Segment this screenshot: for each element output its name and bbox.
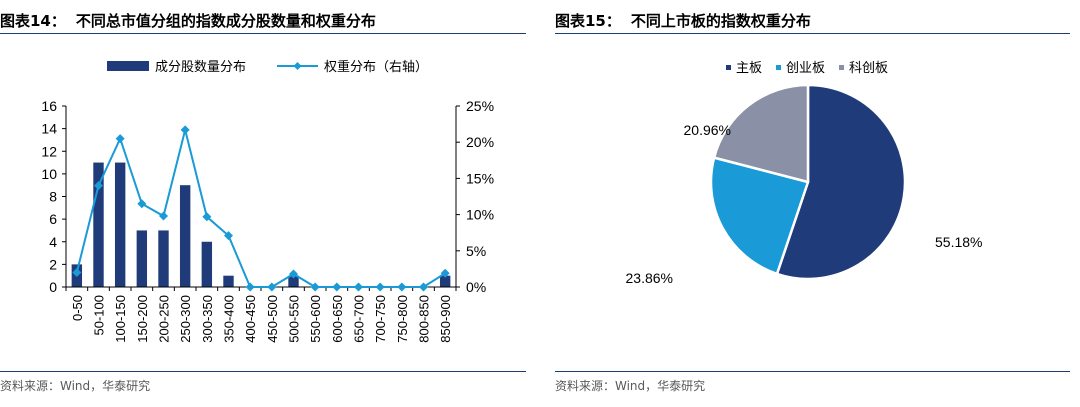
figure-number: 图表15： (555, 12, 621, 30)
legend-label-bar: 成分股数量分布 (155, 59, 246, 74)
y2-tick-label: 15% (466, 170, 494, 186)
x-tick-label: 250-300 (178, 295, 193, 343)
legend-swatch (839, 65, 844, 70)
y-tick-label: 2 (49, 256, 57, 272)
figure-title-text: 不同上市板的指数权重分布 (630, 12, 811, 30)
source-rule (555, 371, 1070, 372)
y-tick-label: 10 (41, 166, 57, 182)
slice-label: 55.18% (935, 234, 982, 250)
line-point (354, 282, 363, 292)
bar (179, 185, 191, 287)
legend-swatch (726, 65, 731, 70)
weight-line (75, 129, 446, 288)
x-tick-label: 700-750 (373, 295, 388, 343)
figure-title: 图表15： 不同上市板的指数权重分布 (555, 10, 811, 31)
line-point (332, 282, 342, 292)
pie-legend: 主板 创业板 科创板 (726, 60, 888, 75)
x-tick-label: 450-500 (265, 295, 280, 343)
line-point (397, 282, 407, 292)
line-point (440, 268, 450, 278)
line-point (289, 269, 298, 279)
figure-title-text: 不同总市值分组的指数成分股数量和权重分布 (75, 12, 376, 30)
source-rule (0, 371, 526, 372)
bar (223, 275, 234, 287)
y2-tick-label: 0% (466, 279, 486, 295)
legend-label: 主板 (736, 60, 762, 75)
legend-label: 科创板 (849, 60, 888, 75)
bar (93, 162, 104, 287)
y2-tick-label: 20% (466, 134, 494, 150)
x-tick-label: 500-550 (287, 295, 302, 343)
line-point (137, 199, 147, 209)
y-tick-label: 4 (49, 234, 57, 250)
chart-legend: 成分股数量分布 权重分布（右轴） (107, 59, 428, 74)
legend-label: 创业板 (786, 60, 825, 75)
pie-slice (709, 156, 810, 276)
source-note: 资料来源：Wind，华泰研究 (0, 379, 151, 393)
x-tick-label: 150-200 (135, 295, 150, 343)
x-tick-label: 400-450 (243, 295, 258, 343)
line-point (310, 282, 320, 292)
bar (201, 241, 213, 287)
x-tick-label: 650-700 (352, 295, 367, 343)
x-tick-label: 800-850 (417, 295, 432, 343)
bar (136, 230, 148, 287)
line-point (115, 134, 125, 144)
legend-label-line: 权重分布（右轴） (324, 59, 428, 74)
line-point (159, 211, 168, 221)
figure-15: 图表15： 不同上市板的指数权重分布 主板 创业板 科创板 55.18% 23.86% 20… (555, 0, 1080, 407)
y-tick-label: 14 (41, 121, 57, 137)
title-rule (0, 33, 526, 34)
x-tick-label: 50-100 (92, 295, 107, 335)
line-point (180, 125, 190, 135)
x-tick-label: 100-150 (113, 295, 128, 343)
y-tick-label: 12 (41, 143, 57, 159)
figure-number: 图表14： (0, 12, 66, 30)
x-tick-label: 200-250 (157, 295, 172, 343)
x-tick-label: 750-800 (395, 295, 410, 343)
bar (439, 275, 451, 287)
title-rule (555, 33, 1070, 34)
line-point (245, 282, 255, 292)
y2-tick-label: 25% (466, 98, 494, 114)
line-point (419, 282, 428, 292)
line-point (267, 282, 277, 292)
bar (158, 230, 169, 287)
y-tick-label: 0 (49, 279, 57, 295)
x-tick-label: 350-400 (222, 295, 237, 343)
legend-marker (293, 62, 302, 70)
line-point (375, 282, 385, 292)
pie-chart: 主板 创业板 科创板 55.18% 23.86% 20.96% (626, 60, 983, 286)
slice-label: 20.96% (684, 122, 731, 138)
x-tick-label: 600-650 (330, 295, 345, 343)
y2-tick-label: 5% (466, 243, 486, 259)
line-point (94, 181, 103, 191)
figure-title: 图表14： 不同总市值分组的指数成分股数量和权重分布 (0, 10, 376, 31)
x-tick-label: 300-350 (200, 295, 215, 343)
slice-label: 23.86% (626, 270, 673, 286)
bar (114, 162, 126, 287)
figure-14: 图表14： 不同总市值分组的指数成分股数量和权重分布 成分股数量分布 权重分布（右轴… (0, 10, 526, 393)
y-tick-label: 6 (49, 211, 57, 227)
line-point (72, 268, 82, 278)
legend-swatch-bar (107, 61, 149, 71)
line-point (224, 231, 233, 241)
line-point (202, 212, 212, 222)
y2-tick-label: 10% (466, 207, 494, 223)
x-tick-label: 550-600 (308, 295, 323, 343)
legend-swatch (776, 65, 781, 70)
pie-slice (712, 83, 810, 184)
source-note: 资料来源：Wind，华泰研究 (555, 379, 706, 393)
y-tick-label: 16 (41, 98, 57, 114)
y-tick-label: 8 (49, 189, 57, 205)
bar-line-chart: 成分股数量分布 权重分布（右轴） 0 2 4 6 8 10 12 14 16 0% 5% 10% 15% 20… (41, 59, 494, 343)
x-tick-label: 850-900 (438, 295, 453, 343)
x-tick-label: 0-50 (70, 295, 85, 321)
bar (288, 275, 299, 287)
